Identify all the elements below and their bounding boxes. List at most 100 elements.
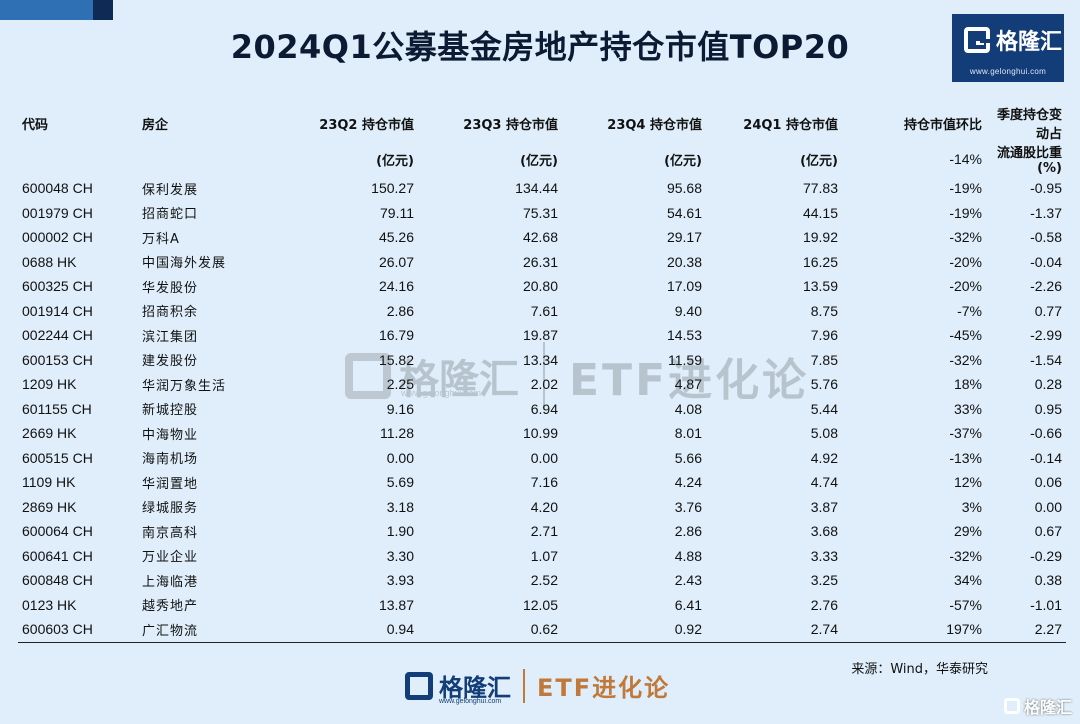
header-row-2: (亿元) (亿元) (亿元) (亿元) -14% 流通股比重 (%) [18,142,1066,176]
cell-change: -32% [949,547,982,564]
cell-q3: 4.20 [530,498,558,515]
cell-q2: 1.90 [386,523,414,540]
cell-q1: 13.59 [802,278,838,295]
cell-ratio: -1.54 [1030,351,1062,368]
cell-q2: 24.16 [378,278,414,295]
cell-q4: 17.09 [666,278,702,295]
cell-change: 34% [953,572,982,589]
cell-q2: 3.93 [386,572,414,589]
cell-q1: 5.76 [810,376,838,393]
col-q1-unit: (亿元) [800,153,838,169]
cell-ratio: -2.26 [1030,278,1062,295]
cell-ratio: 0.77 [1034,302,1062,319]
cell-company: 上海临港 [142,574,199,590]
table-row: 0123 HK 越秀地产 13.87 12.05 6.41 2.76 -57% -1.01 [18,593,1066,618]
cell-q1: 7.96 [810,327,838,344]
cell-q1: 3.25 [810,572,838,589]
cell-code: 600048 CH [22,180,93,197]
cell-company: 华润置地 [142,476,199,492]
cell-ratio: -0.14 [1030,449,1062,466]
cell-code: 002244 CH [22,327,93,344]
cell-q3: 42.68 [522,229,558,246]
cell-company: 华润万象生活 [142,378,227,394]
footer-separator [523,668,525,703]
table-row: 1209 HK 华润万象生活 2.25 2.02 4.87 5.76 18% 0.28 [18,372,1066,397]
corner-watermark: 格隆汇 [1003,694,1072,718]
cell-code: 2869 HK [22,498,77,515]
cell-code: 600064 CH [22,523,93,540]
gelonghui-g-icon [964,27,990,53]
table-row: 600153 CH 建发股份 15.82 13.34 11.59 7.85 -32% -1.5… [18,348,1066,373]
table-row: 600048 CH 保利发展 150.27 134.44 95.68 77.83 -19% -… [18,176,1066,201]
cell-q4: 8.01 [674,425,702,442]
cell-q3: 0.62 [418,617,562,643]
cell-q1: 44.15 [802,204,838,221]
table-row: 002244 CH 滨江集团 16.79 19.87 14.53 7.96 -45% -2.9… [18,323,1066,348]
cell-q4: 54.61 [666,204,702,221]
cell-change: -45% [949,327,982,344]
cell-q4: 95.68 [666,180,702,197]
cell-code: 600848 CH [22,572,93,589]
cell-q1: 5.08 [810,425,838,442]
footer-logo: 格隆汇 www.gelonghui.com ETF进化论 [405,668,670,705]
cell-ratio: -1.01 [1030,596,1062,613]
cell-company: 新城控股 [142,403,199,419]
cell-q1: 3.68 [810,523,838,540]
cell-q1: 19.92 [802,229,838,246]
cell-q2: 2.86 [386,302,414,319]
cell-q3: 19.87 [522,327,558,344]
cell-q2: 15.82 [378,351,414,368]
cell-change: -20% [949,278,982,295]
cell-change: -37% [949,425,982,442]
cell-q3: 13.34 [522,351,558,368]
cell-q2: 3.30 [386,547,414,564]
table-row: 600515 CH 海南机场 0.00 0.00 5.66 4.92 -13% -0.14 [18,446,1066,471]
cell-company: 绿城服务 [142,501,199,517]
cell-q1: 5.44 [810,400,838,417]
cell-code: 2669 HK [22,425,77,442]
cell-q4: 29.17 [666,229,702,246]
col-q1-header: 24Q1 持仓市值 [743,117,838,133]
col-q3-unit: (亿元) [520,153,558,169]
cell-q4: 4.24 [674,474,702,491]
cell-q4: 2.86 [674,523,702,540]
cell-ratio: -0.29 [1030,547,1062,564]
table-row: 0688 HK 中国海外发展 26.07 26.31 20.38 16.25 -20% -0.… [18,250,1066,275]
cell-q4: 6.41 [674,596,702,613]
cell-q2: 0.00 [386,449,414,466]
cell-code: 0123 HK [22,596,77,613]
source-note: 来源：Wind，华泰研究 [851,662,988,677]
cell-q3: 10.99 [522,425,558,442]
cell-code: 601155 CH [22,400,92,417]
col-code-header-unit [18,142,138,176]
cell-company: 保利发展 [142,182,199,198]
cell-q3: 2.02 [530,376,558,393]
cell-q4: 14.53 [666,327,702,344]
cell-q4: 3.76 [674,498,702,515]
cell-q3: 20.80 [522,278,558,295]
cell-company: 海南机场 [142,452,199,468]
cell-ratio: -0.66 [1030,425,1062,442]
cell-q3: 0.00 [530,449,558,466]
header-row-1: 代码 房企 23Q2 持仓市值 23Q3 持仓市值 23Q4 持仓市值 24Q1… [18,104,1066,142]
cell-company: 招商积余 [142,305,199,321]
cell-change: 33% [953,400,982,417]
table-row: 600064 CH 南京高科 1.90 2.71 2.86 3.68 29% 0.67 [18,519,1066,544]
cell-q3: 1.07 [530,547,558,564]
cell-code: 1209 HK [22,376,77,393]
footer-url: www.gelonghui.com [439,698,502,705]
table-row: 600603 CH 广汇物流 0.94 0.62 0.92 2.74 197% 2.27 [18,617,1066,643]
cell-q3: 7.61 [530,302,558,319]
cell-q3: 12.05 [522,596,558,613]
cell-company: 华发股份 [142,280,199,296]
col-q4-header: 23Q4 持仓市值 [607,117,702,133]
brand-logo-row: 格隆汇 [964,24,1062,56]
cell-change: 12% [953,474,982,491]
table-row: 001914 CH 招商积余 2.86 7.61 9.40 8.75 -7% 0.77 [18,299,1066,324]
corner-g-icon [1003,698,1020,714]
cell-q1: 16.25 [802,253,838,270]
cell-company: 南京高科 [142,525,199,541]
cell-q2: 5.69 [386,474,414,491]
cell-code: 600325 CH [22,278,93,295]
cell-q1: 77.83 [802,180,838,197]
